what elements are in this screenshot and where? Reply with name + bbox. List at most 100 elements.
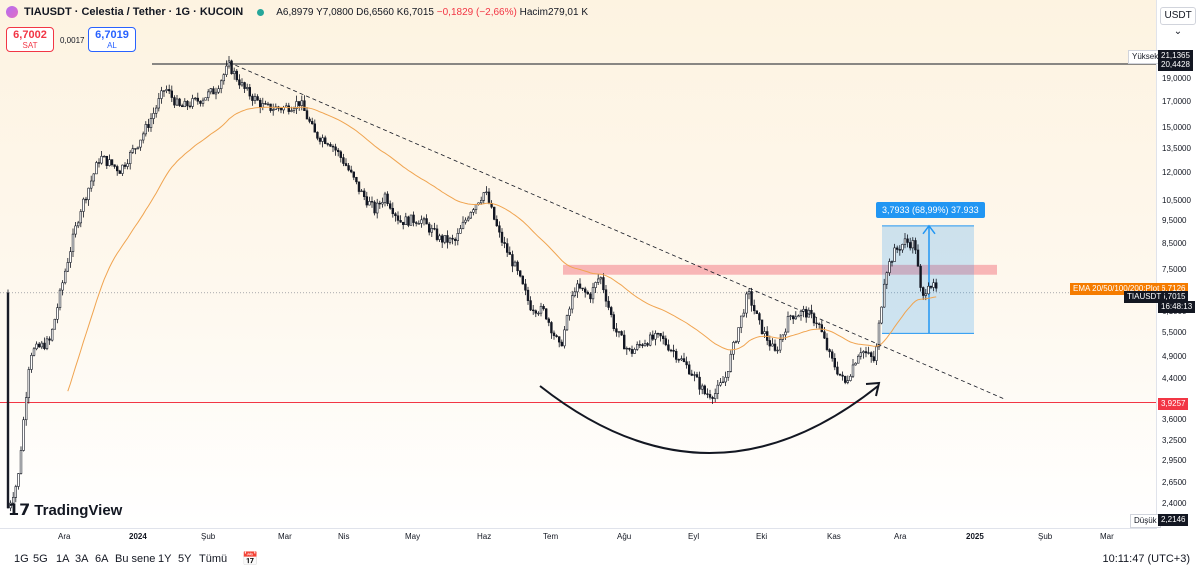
price-tick-label: 4,9000 bbox=[1162, 352, 1187, 362]
candle-body bbox=[290, 110, 293, 112]
candle-body bbox=[435, 228, 439, 240]
candle-body bbox=[880, 306, 883, 324]
candle-body bbox=[331, 145, 335, 148]
candle-body bbox=[729, 353, 733, 372]
spread-value: 0,0017 bbox=[60, 36, 85, 45]
arc-arrow-head bbox=[865, 381, 881, 397]
candle-body bbox=[401, 221, 405, 225]
candle-body bbox=[186, 100, 189, 107]
candle-body bbox=[849, 375, 852, 381]
time-tick-label: Ara bbox=[58, 532, 71, 541]
candle-body bbox=[446, 235, 449, 243]
buy-button[interactable]: 6,7019 AL bbox=[88, 27, 136, 52]
candle-body bbox=[739, 315, 743, 328]
candle-body bbox=[573, 291, 577, 297]
candle-body bbox=[74, 225, 77, 235]
candle-body bbox=[843, 375, 847, 383]
candle-body bbox=[116, 166, 119, 172]
candle-body bbox=[425, 218, 428, 225]
candle-body bbox=[604, 289, 608, 302]
celestia-coin-icon bbox=[6, 6, 18, 18]
candle-body bbox=[334, 146, 337, 151]
candle-body bbox=[220, 80, 223, 89]
market-open-icon bbox=[257, 8, 265, 16]
candle-body bbox=[61, 282, 64, 291]
candle-body bbox=[126, 163, 129, 167]
date-range-icon[interactable]: 📅 bbox=[242, 551, 259, 566]
timeframe-button[interactable]: 5G bbox=[33, 553, 48, 565]
candle-body bbox=[77, 222, 80, 227]
candle-body bbox=[448, 237, 452, 243]
candle-body bbox=[453, 238, 457, 241]
candle-body bbox=[568, 308, 571, 316]
candle-body bbox=[318, 137, 322, 142]
candle-body bbox=[212, 88, 215, 95]
candle-body bbox=[487, 191, 491, 204]
candle-body bbox=[661, 335, 665, 339]
price-tick-label: 2,9500 bbox=[1162, 456, 1187, 466]
candle-body bbox=[810, 309, 813, 314]
candle-body bbox=[30, 354, 33, 370]
candle-body bbox=[9, 502, 12, 509]
candle-body bbox=[680, 358, 683, 361]
candle-body bbox=[537, 312, 540, 315]
descending-trendline bbox=[228, 62, 1007, 401]
candle-body bbox=[227, 60, 231, 67]
candle-body bbox=[482, 192, 485, 201]
currency-dropdown[interactable]: USDT ⌄ bbox=[1160, 7, 1196, 37]
price-chart[interactable] bbox=[0, 0, 1156, 528]
candle-body bbox=[747, 291, 751, 295]
candle-body bbox=[812, 313, 816, 324]
candle-body bbox=[303, 100, 306, 111]
candle-body bbox=[641, 344, 644, 347]
timeframe-button[interactable]: 1A bbox=[56, 553, 70, 565]
time-tick-label: 2025 bbox=[966, 532, 984, 541]
timeframe-button[interactable]: 3A bbox=[75, 553, 89, 565]
timeframe-button[interactable]: Tümü bbox=[199, 553, 228, 565]
timeframe-button[interactable]: 6A bbox=[95, 553, 109, 565]
clock[interactable]: 10:11:47 (UTC+3) bbox=[1102, 553, 1190, 565]
candle-body bbox=[485, 191, 488, 194]
candle-body bbox=[557, 336, 561, 343]
timeframe-button[interactable]: 1G bbox=[14, 553, 29, 565]
sell-button[interactable]: 6,7002 SAT bbox=[6, 27, 54, 52]
candle-body bbox=[251, 95, 254, 101]
candle-body bbox=[555, 335, 558, 338]
candle-body bbox=[69, 251, 72, 263]
candle-body bbox=[90, 180, 93, 189]
candle-body bbox=[882, 283, 886, 308]
candle-body bbox=[399, 220, 402, 223]
ohlc-open: A6,8979 bbox=[276, 6, 314, 18]
candle-body bbox=[656, 333, 660, 335]
candle-body bbox=[248, 87, 251, 97]
timeframe-button[interactable]: 1Y bbox=[158, 553, 172, 565]
sell-label: SAT bbox=[22, 41, 38, 50]
candle-body bbox=[131, 148, 134, 153]
ohlc-change: −0,1829 (−2,66%) bbox=[436, 6, 517, 18]
candle-body bbox=[511, 254, 514, 267]
candle-body bbox=[440, 235, 444, 243]
candle-body bbox=[199, 100, 202, 104]
candle-body bbox=[347, 165, 350, 171]
chart-area[interactable] bbox=[0, 0, 1157, 529]
candle-body bbox=[383, 193, 387, 203]
candle-body bbox=[474, 204, 478, 211]
price-tick-label: 4,4000 bbox=[1162, 374, 1187, 384]
candle-body bbox=[155, 107, 158, 114]
candle-body bbox=[201, 99, 205, 104]
candle-body bbox=[230, 60, 233, 75]
candle-body bbox=[719, 382, 722, 386]
chart-header: TIAUSDT · Celestia / Tether · 1G · KUCOI… bbox=[6, 6, 588, 18]
candle-body bbox=[246, 87, 249, 89]
candle-body bbox=[859, 352, 863, 357]
candle-body bbox=[253, 96, 257, 101]
candle-body bbox=[778, 339, 782, 351]
candle-body bbox=[838, 373, 842, 376]
candle-body bbox=[329, 144, 332, 147]
timeframe-button[interactable]: Bu sene bbox=[115, 553, 156, 565]
timeframe-button[interactable]: 5Y bbox=[178, 553, 192, 565]
candle-body bbox=[261, 103, 264, 108]
symbol-title[interactable]: TIAUSDT · Celestia / Tether · 1G · KUCOI… bbox=[24, 6, 244, 18]
candle-body bbox=[628, 347, 631, 350]
ema-line bbox=[67, 106, 937, 392]
